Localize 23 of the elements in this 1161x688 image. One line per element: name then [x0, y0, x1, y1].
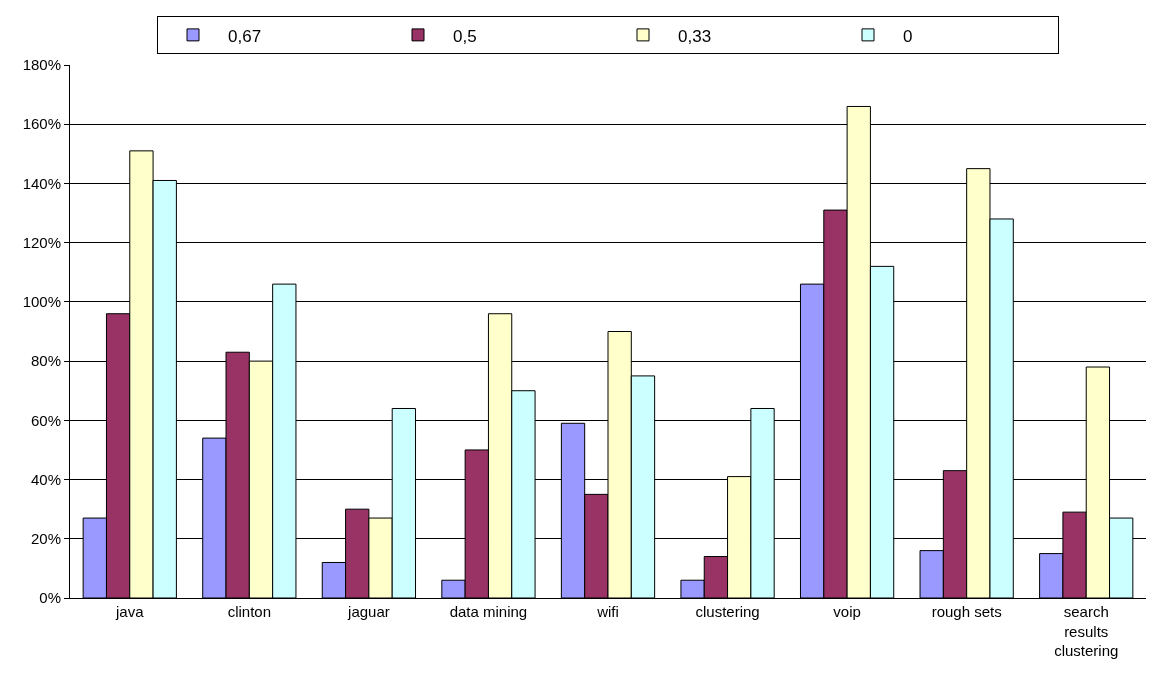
y-tick-label: 160%	[22, 115, 61, 133]
y-tick-label: 180%	[22, 56, 61, 74]
x-tick-label: clustering	[695, 603, 760, 620]
y-tick-label: 40%	[30, 470, 61, 488]
y-tick-label: 140%	[22, 174, 61, 192]
legend-label: 0	[903, 26, 913, 46]
legend-label: 0,5	[453, 26, 477, 46]
y-tick-label: 20%	[30, 530, 61, 548]
x-tick-label: search results clustering	[1054, 603, 1119, 659]
x-tick-label: rough sets	[931, 603, 1002, 620]
x-tick-label: voip	[833, 603, 861, 620]
y-tick-label: 60%	[30, 411, 61, 429]
y-tick-label: 80%	[30, 352, 61, 370]
x-tick-label: clinton	[227, 603, 272, 620]
x-tick-label: wifi	[596, 603, 619, 620]
y-tick-label: 0%	[39, 589, 61, 607]
x-tick-label: jaguar	[347, 603, 390, 620]
legend-label: 0,33	[678, 26, 712, 46]
legend-label: 0,67	[228, 26, 262, 46]
x-tick-label: data mining	[449, 603, 528, 620]
y-tick-label: 120%	[22, 233, 61, 251]
y-tick-label: 100%	[22, 293, 61, 311]
x-tick-label: java	[115, 603, 145, 620]
